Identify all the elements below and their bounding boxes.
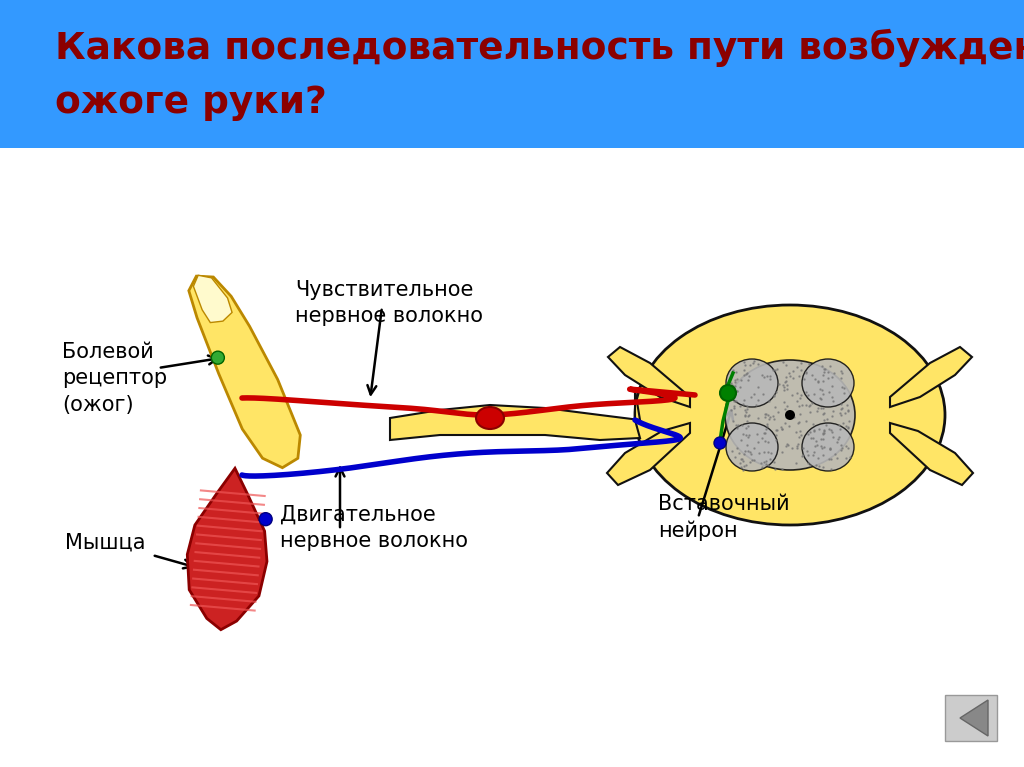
- Ellipse shape: [211, 351, 224, 364]
- Polygon shape: [390, 390, 640, 440]
- Ellipse shape: [802, 359, 854, 407]
- Ellipse shape: [476, 407, 504, 429]
- Ellipse shape: [802, 423, 854, 471]
- Text: Болевой
рецептор
(ожог): Болевой рецептор (ожог): [62, 342, 167, 415]
- Bar: [0, 0, 1024, 148]
- Polygon shape: [961, 700, 988, 736]
- Ellipse shape: [725, 360, 855, 470]
- Ellipse shape: [714, 437, 726, 449]
- Polygon shape: [194, 275, 232, 323]
- Text: ожоге руки?: ожоге руки?: [55, 85, 327, 121]
- Polygon shape: [890, 347, 972, 407]
- Text: Двигательное
нервное волокно: Двигательное нервное волокно: [280, 505, 468, 551]
- Polygon shape: [608, 347, 690, 407]
- Ellipse shape: [259, 512, 272, 525]
- Polygon shape: [188, 276, 300, 468]
- Polygon shape: [607, 423, 690, 485]
- Ellipse shape: [726, 423, 778, 471]
- Ellipse shape: [720, 385, 736, 401]
- FancyBboxPatch shape: [945, 695, 997, 741]
- Polygon shape: [890, 423, 973, 485]
- Ellipse shape: [785, 410, 795, 420]
- Text: Чувствительное
нервное волокно: Чувствительное нервное волокно: [295, 280, 483, 327]
- Text: Какова последовательность пути возбуждения при: Какова последовательность пути возбужден…: [55, 29, 1024, 67]
- Ellipse shape: [726, 359, 778, 407]
- Text: Вставочный
нейрон: Вставочный нейрон: [658, 494, 790, 541]
- Text: Мышца: Мышца: [65, 533, 145, 553]
- Ellipse shape: [635, 305, 945, 525]
- Polygon shape: [187, 469, 267, 630]
